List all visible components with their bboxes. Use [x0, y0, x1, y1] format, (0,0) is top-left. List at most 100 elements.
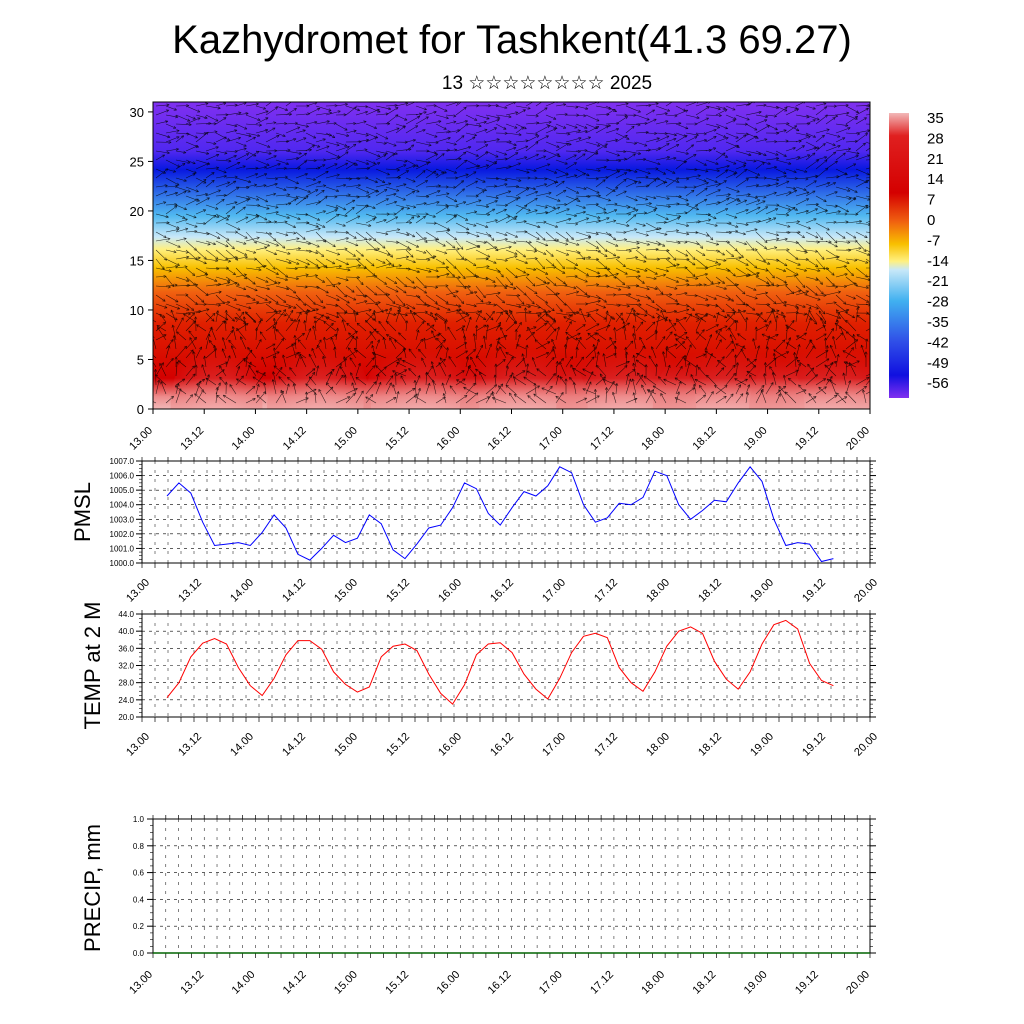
x-tick-label: 18.12 — [691, 969, 719, 997]
colorbar-label: -28 — [927, 294, 949, 311]
x-tick-label: 13.00 — [127, 969, 155, 997]
y-tick-label: 32.0 — [118, 662, 134, 671]
x-tick-label: 15.12 — [384, 731, 412, 759]
heatmap-x-axis: 13.00 13.12 14.00 14.12 15.00 15.12 16.00 16.12… — [127, 409, 872, 453]
pmsl-panel: 1000.0 1001.0 1002.0 1003.0 1004.0 1005.0 1006… — [70, 457, 880, 605]
y-tick-label: 0.8 — [133, 842, 145, 851]
y-tick-label: 1005.0 — [110, 486, 135, 495]
x-tick-label: 15.12 — [384, 577, 412, 605]
x-tick-label: 19.00 — [742, 969, 770, 997]
y-tick-label: 1.0 — [133, 815, 145, 824]
x-tick-label: 20.00 — [844, 969, 872, 997]
x-tick-label: 16.12 — [488, 731, 516, 759]
x-tick-label: 13.00 — [124, 577, 152, 605]
colorbar-label: 7 — [927, 192, 935, 209]
series-line — [166, 465, 834, 563]
x-tick-label: 18.12 — [691, 425, 719, 453]
y-tick-label: 20.0 — [118, 713, 134, 722]
x-tick-label: 17.00 — [537, 425, 565, 453]
series-line — [166, 619, 834, 705]
x-tick-label: 15.00 — [332, 969, 360, 997]
y-tick-label: 15 — [130, 253, 144, 268]
y-tick-label: 44.0 — [118, 610, 134, 619]
y-tick-label: 0.4 — [133, 895, 145, 904]
y-tick-label: 20 — [130, 204, 144, 219]
y-tick-label: 30 — [130, 105, 144, 120]
x-tick-label: 19.12 — [800, 577, 828, 605]
y-tick-label: 28.0 — [118, 679, 134, 688]
y-tick-label: 0 — [137, 402, 144, 417]
x-tick-label: 13.00 — [124, 731, 152, 759]
x-tick-label: 20.00 — [852, 731, 880, 759]
colorbar-label: -56 — [927, 375, 949, 392]
x-tick-label: 15.00 — [332, 425, 360, 453]
y-tick-label: 40.0 — [118, 627, 134, 636]
plot-frame — [141, 460, 871, 564]
x-tick-label: 20.00 — [852, 577, 880, 605]
y-tick-label: 5 — [137, 352, 144, 367]
x-tick-label: 17.12 — [592, 731, 620, 759]
y-tick-label: 0.6 — [133, 869, 145, 878]
colorbar-label: -49 — [927, 355, 949, 372]
chart-subtitle: 13 ☆☆☆☆☆☆☆☆ 2025 — [441, 73, 653, 94]
y-tick-label: 1004.0 — [110, 501, 135, 510]
x-tick-label: 14.00 — [230, 425, 258, 453]
x-tick-label: 17.00 — [537, 969, 565, 997]
x-tick-label: 19.00 — [748, 731, 776, 759]
wind-vector-field — [153, 102, 870, 404]
x-tick-label: 16.00 — [434, 969, 462, 997]
y-tick-label: 1007.0 — [110, 457, 135, 466]
y-tick-label: 25 — [130, 154, 144, 169]
colorbar-ramp — [889, 113, 909, 398]
x-tick-label: 13.12 — [176, 577, 204, 605]
x-tick-label: 16.12 — [488, 577, 516, 605]
y-tick-label: 24.0 — [118, 696, 134, 705]
x-tick-label: 17.12 — [588, 969, 616, 997]
colorbar-label: -14 — [927, 253, 949, 270]
y-tick-label: 1006.0 — [110, 472, 135, 481]
colorbar-label: -42 — [927, 334, 949, 351]
x-tick-label: 17.12 — [592, 577, 620, 605]
x-tick-label: 15.00 — [332, 577, 360, 605]
x-tick-label: 18.00 — [644, 731, 672, 759]
x-tick-label: 16.00 — [434, 425, 462, 453]
x-tick-label: 14.00 — [228, 577, 256, 605]
x-tick-label: 18.12 — [696, 731, 724, 759]
y-tick-label: 36.0 — [118, 644, 134, 653]
warm-cell — [266, 334, 371, 409]
temp-panel: 20.0 24.0 28.0 32.0 36.0 40.0 44.0 13.00 13.12 14… — [80, 602, 880, 759]
x-tick-label: 16.00 — [436, 577, 464, 605]
x-tick-label: 16.12 — [486, 425, 514, 453]
x-tick-label: 14.00 — [228, 731, 256, 759]
x-tick-label: 14.12 — [280, 731, 308, 759]
x-tick-label: 19.12 — [793, 969, 821, 997]
heatmap-y-axis: 0 5 10 15 20 25 30 — [130, 105, 153, 417]
wind-vectors — [153, 102, 870, 404]
y-tick-label: 0.0 — [133, 949, 145, 958]
x-tick-label: 15.12 — [383, 425, 411, 453]
x-tick-label: 14.12 — [281, 969, 309, 997]
colorbar-label: 21 — [927, 151, 944, 168]
x-tick-label: 16.00 — [436, 731, 464, 759]
x-tick-label: 18.12 — [696, 577, 724, 605]
x-tick-label: 18.00 — [639, 425, 667, 453]
y-axis-label: PRECIP, mm — [80, 824, 105, 952]
x-tick-label: 19.00 — [742, 425, 770, 453]
x-tick-label: 19.00 — [748, 577, 776, 605]
chart-title: Kazhydromet for Tashkent(41.3 69.27) — [172, 18, 852, 62]
colorbar-label: 0 — [927, 212, 935, 229]
colorbar-label: 28 — [927, 130, 944, 147]
x-tick-label: 14.00 — [230, 969, 258, 997]
x-tick-label: 14.12 — [281, 425, 309, 453]
y-tick-label: 0.2 — [133, 922, 145, 931]
x-tick-label: 13.12 — [176, 731, 204, 759]
x-tick-label: 15.12 — [383, 969, 411, 997]
x-tick-label: 17.00 — [540, 577, 568, 605]
colorbar-label: -35 — [927, 314, 949, 331]
colorbar: 35 28 21 14 7 0 -7 -14 -21 -28 -35 -42 -49 -56 — [889, 110, 949, 398]
x-tick-label: 17.00 — [540, 731, 568, 759]
x-tick-label: 13.12 — [178, 425, 206, 453]
y-tick-label: 1002.0 — [110, 530, 135, 539]
x-tick-label: 14.12 — [280, 577, 308, 605]
